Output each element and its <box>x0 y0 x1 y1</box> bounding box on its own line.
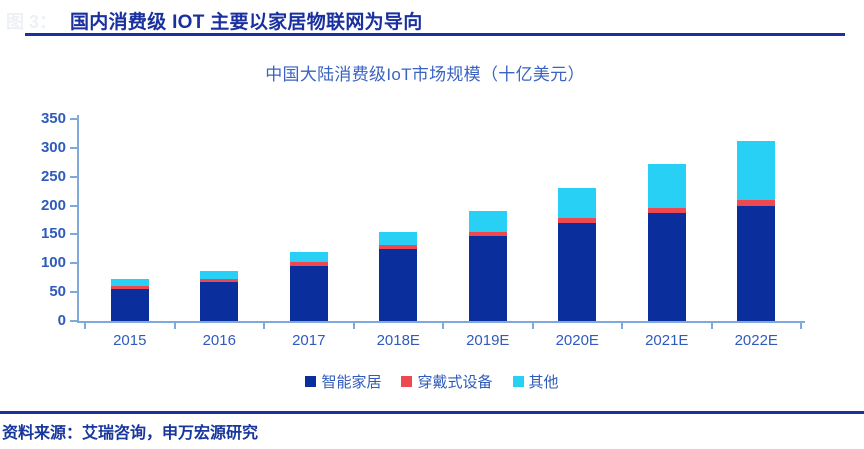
bar-segment <box>468 235 507 321</box>
x-axis-label: 2016 <box>202 332 236 349</box>
bar-segment <box>379 249 418 321</box>
bar-segment <box>289 252 328 263</box>
x-tick <box>263 322 265 329</box>
legend-swatch <box>512 376 524 387</box>
y-tick-label: 350 <box>40 110 66 127</box>
x-tick <box>621 322 623 329</box>
x-tick <box>710 322 713 329</box>
y-tick <box>70 146 77 149</box>
bar-segment <box>737 140 776 200</box>
legend-label: 其他 <box>528 374 559 391</box>
legend-label: 智能家居 <box>321 374 382 391</box>
x-tick <box>352 322 355 329</box>
x-tick <box>800 322 802 329</box>
y-tick-label: 250 <box>40 167 66 185</box>
bar-segment <box>468 210 507 232</box>
bar-segment <box>289 265 328 321</box>
bar-segment <box>200 281 239 321</box>
y-axis-line <box>77 115 79 323</box>
y-tick-label: 100 <box>40 254 66 272</box>
x-tick <box>173 322 176 329</box>
chart-title: 中国大陆消费级IoT市场规模（十亿美元） <box>265 65 585 84</box>
x-axis-label: 2015 <box>113 332 147 349</box>
bar-segment <box>558 218 597 223</box>
bar-segment <box>558 187 597 219</box>
bar-segment <box>379 244 418 250</box>
bar-segment <box>110 288 149 321</box>
y-tick <box>70 233 77 236</box>
bar-segment <box>110 286 149 289</box>
header-underline <box>25 33 845 36</box>
bar-segment <box>468 231 507 236</box>
page-title: 国内消费级 IOT 主要以家居物联网为导向 <box>70 12 423 33</box>
bar-segment <box>289 262 328 266</box>
legend-swatch <box>305 376 317 387</box>
x-axis-label: 2021E <box>645 332 689 349</box>
source-note: 资料来源：艾瑞咨询，申万宏源研究 <box>2 425 259 442</box>
bar-segment <box>110 279 149 287</box>
bar-segment <box>647 207 686 214</box>
bottom-divider <box>0 411 864 414</box>
bar-segment <box>737 205 776 321</box>
y-tick-label: 200 <box>40 196 66 214</box>
x-axis-label: 2017 <box>292 332 326 349</box>
legend-label: 穿戴式设备 <box>417 374 493 391</box>
y-tick <box>70 291 77 294</box>
bar-segment <box>558 222 597 321</box>
legend-item: 穿戴式设备 <box>401 371 493 392</box>
x-tick <box>531 322 534 329</box>
x-tick <box>84 322 86 329</box>
chart-legend: 智能家居 穿戴式设备 其他 <box>0 371 864 392</box>
legend-swatch <box>401 376 413 387</box>
figure-label: 图 3： <box>6 12 58 32</box>
y-tick-label: 300 <box>40 138 66 156</box>
bar-segment <box>200 270 239 279</box>
y-tick <box>70 262 77 265</box>
y-tick <box>70 204 77 207</box>
y-tick <box>70 320 77 322</box>
bar-segment <box>647 213 686 321</box>
y-tick <box>70 175 77 178</box>
x-axis-label: 2022E <box>734 332 778 349</box>
y-tick-label: 0 <box>57 312 66 329</box>
legend-item: 智能家居 <box>305 371 381 392</box>
bar-segment <box>379 232 418 245</box>
legend-item: 其他 <box>512 371 559 392</box>
x-axis-label: 2018E <box>376 332 420 349</box>
x-tick <box>442 322 444 329</box>
y-tick-label: 50 <box>49 283 66 301</box>
x-axis-label: 2020E <box>555 332 599 349</box>
y-tick <box>70 118 77 120</box>
y-tick-label: 150 <box>40 225 66 243</box>
bar-segment <box>647 164 686 208</box>
bar-segment <box>737 199 776 206</box>
x-axis-label: 2019E <box>466 332 510 349</box>
x-axis-line <box>77 321 805 323</box>
bar-segment <box>200 278 239 282</box>
